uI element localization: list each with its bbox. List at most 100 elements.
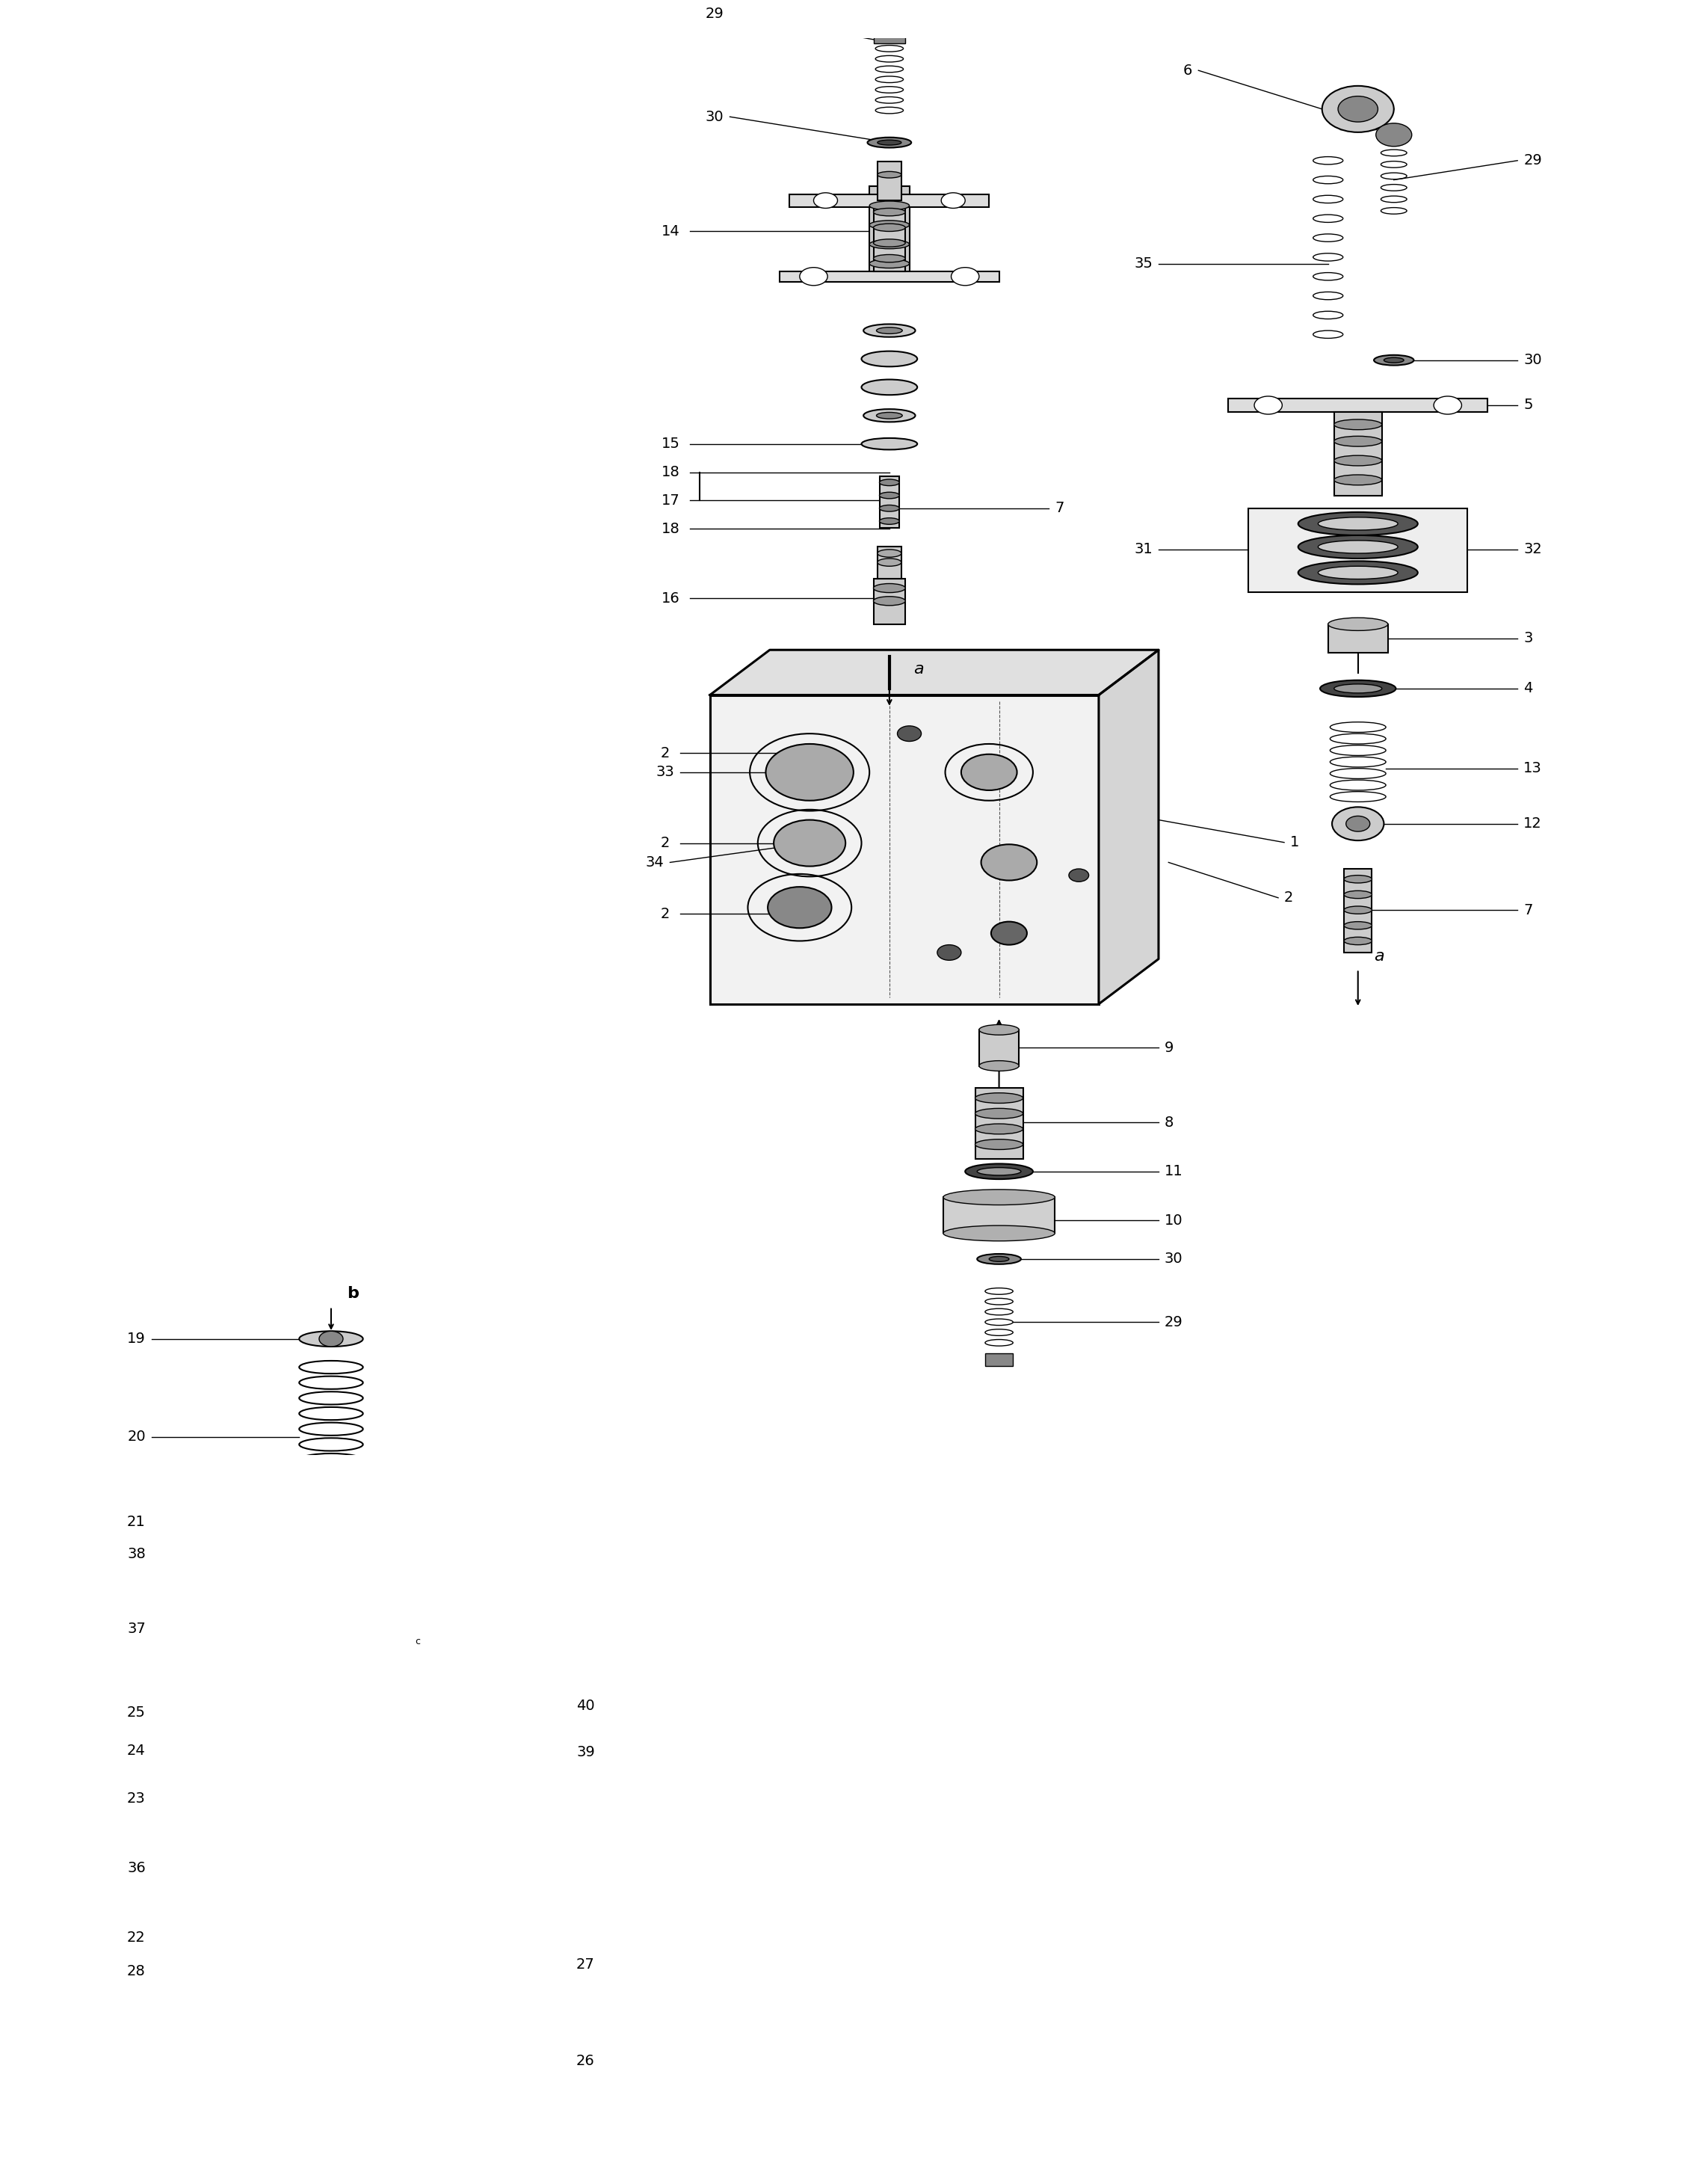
- Text: 25: 25: [127, 1706, 146, 1719]
- Circle shape: [1322, 85, 1393, 133]
- Text: 7: 7: [1055, 500, 1064, 515]
- Ellipse shape: [965, 1164, 1033, 1179]
- Ellipse shape: [432, 1734, 459, 1741]
- Bar: [870, 186, 909, 277]
- Text: 12: 12: [1524, 817, 1543, 830]
- Ellipse shape: [1298, 511, 1417, 535]
- Circle shape: [1434, 395, 1461, 415]
- Text: 9: 9: [1164, 1042, 1174, 1055]
- Text: 29: 29: [1524, 153, 1543, 168]
- Ellipse shape: [880, 505, 899, 511]
- Ellipse shape: [880, 518, 899, 524]
- Bar: [873, 31, 906, 44]
- Circle shape: [991, 922, 1026, 946]
- Ellipse shape: [873, 596, 906, 605]
- Text: 2: 2: [661, 745, 669, 760]
- Text: a: a: [914, 662, 924, 677]
- Text: 38: 38: [127, 1546, 146, 1562]
- Ellipse shape: [1344, 906, 1371, 913]
- Bar: [1249, 509, 1468, 592]
- Ellipse shape: [1318, 566, 1398, 579]
- Circle shape: [941, 192, 965, 207]
- Ellipse shape: [877, 173, 902, 177]
- Ellipse shape: [979, 1061, 1019, 1070]
- Ellipse shape: [432, 1743, 459, 1749]
- Ellipse shape: [1318, 518, 1398, 531]
- Ellipse shape: [251, 1911, 411, 1928]
- Text: 34: 34: [646, 856, 664, 869]
- Bar: [282, 1787, 381, 1811]
- Ellipse shape: [299, 1330, 364, 1348]
- Ellipse shape: [943, 1190, 1055, 1206]
- Text: 4: 4: [1524, 681, 1532, 697]
- Text: b: b: [347, 1286, 358, 1302]
- Circle shape: [311, 1699, 352, 1725]
- Circle shape: [951, 266, 979, 286]
- Text: 16: 16: [661, 592, 680, 605]
- Text: 18: 18: [661, 522, 680, 535]
- Bar: [975, 1088, 1023, 1158]
- Bar: [985, 1354, 1013, 1365]
- Text: 24: 24: [127, 1743, 146, 1758]
- Circle shape: [268, 1957, 313, 1985]
- Ellipse shape: [979, 1024, 1019, 1035]
- Text: 36: 36: [127, 1861, 146, 1876]
- Bar: [331, 2066, 352, 2077]
- Text: 29: 29: [1164, 1315, 1183, 1330]
- Ellipse shape: [1344, 891, 1371, 898]
- Text: 7: 7: [1524, 902, 1532, 917]
- Circle shape: [432, 1693, 471, 1719]
- Text: 31: 31: [1133, 542, 1152, 557]
- Circle shape: [1332, 808, 1385, 841]
- Bar: [1344, 869, 1371, 952]
- Text: 30: 30: [705, 109, 724, 124]
- Ellipse shape: [975, 1125, 1023, 1133]
- Ellipse shape: [1320, 679, 1397, 697]
- Circle shape: [800, 266, 827, 286]
- Circle shape: [773, 819, 846, 867]
- Ellipse shape: [863, 408, 916, 422]
- Ellipse shape: [870, 201, 909, 210]
- Bar: [710, 695, 1099, 1005]
- Ellipse shape: [1318, 539, 1398, 553]
- Circle shape: [443, 1701, 459, 1710]
- Text: 21: 21: [127, 1516, 146, 1529]
- Ellipse shape: [861, 439, 917, 450]
- Ellipse shape: [975, 1107, 1023, 1118]
- Ellipse shape: [873, 583, 906, 592]
- Text: c: c: [415, 1636, 420, 1647]
- Bar: [1334, 411, 1381, 496]
- Ellipse shape: [880, 491, 899, 498]
- Circle shape: [199, 1621, 263, 1662]
- Text: 1: 1: [1290, 834, 1300, 850]
- Ellipse shape: [870, 260, 909, 269]
- Text: 17: 17: [661, 494, 680, 507]
- Ellipse shape: [873, 238, 906, 247]
- Text: 15: 15: [661, 437, 680, 450]
- Ellipse shape: [989, 1256, 1009, 1262]
- Circle shape: [291, 1603, 370, 1653]
- Polygon shape: [1099, 651, 1159, 1005]
- Bar: [780, 271, 999, 282]
- Polygon shape: [710, 651, 1159, 695]
- Bar: [979, 1031, 1019, 1066]
- Text: 29: 29: [705, 7, 724, 22]
- Bar: [282, 1699, 381, 1725]
- Ellipse shape: [877, 413, 902, 419]
- Bar: [433, 1773, 457, 1782]
- Text: 40: 40: [576, 1699, 595, 1712]
- Text: 2: 2: [661, 836, 669, 850]
- Ellipse shape: [863, 323, 916, 336]
- Ellipse shape: [1329, 618, 1388, 631]
- Text: 2: 2: [1284, 891, 1293, 904]
- Bar: [873, 579, 906, 625]
- Ellipse shape: [877, 559, 902, 566]
- Circle shape: [308, 1614, 355, 1645]
- Circle shape: [216, 1631, 248, 1651]
- Circle shape: [1346, 817, 1369, 832]
- Bar: [873, 201, 906, 271]
- Bar: [943, 1197, 1055, 1234]
- Text: 30: 30: [1524, 354, 1543, 367]
- Text: 32: 32: [1524, 542, 1543, 557]
- Circle shape: [766, 745, 853, 802]
